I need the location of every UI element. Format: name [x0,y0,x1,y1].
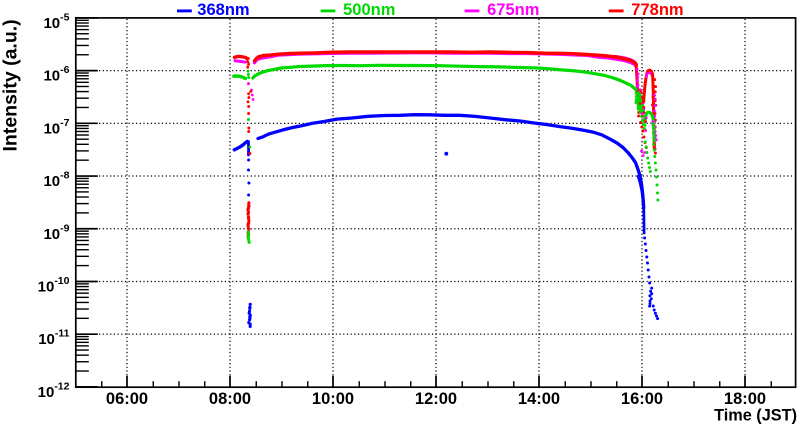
svg-text:06:00: 06:00 [106,390,148,408]
svg-text:Time (JST): Time (JST) [714,407,797,425]
svg-text:Intensity (a.u.): Intensity (a.u.) [0,19,22,151]
svg-text:10:00: 10:00 [312,390,354,408]
svg-text:778nm: 778nm [631,1,683,19]
svg-text:16:00: 16:00 [621,390,663,408]
svg-text:12:00: 12:00 [415,390,457,408]
svg-text:500nm: 500nm [343,1,395,19]
svg-text:368nm: 368nm [197,1,249,19]
svg-text:675nm: 675nm [487,1,539,19]
svg-text:14:00: 14:00 [518,390,560,408]
svg-text:18:00: 18:00 [724,390,766,408]
svg-text:08:00: 08:00 [209,390,251,408]
